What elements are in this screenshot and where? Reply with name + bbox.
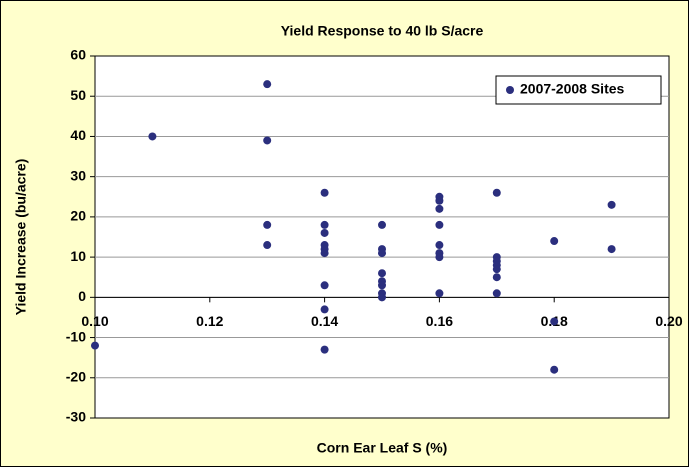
point [320,228,329,237]
point [378,281,386,290]
point [320,281,329,290]
y-tick-label: 50 [70,87,86,103]
point [378,249,386,258]
x-tick-label: 0.16 [426,313,453,329]
x-axis-label: Corn Ear Leaf S (%) [317,440,448,456]
x-tick-label: 0.12 [196,313,223,329]
y-tick-label: -10 [66,328,86,344]
legend-marker [506,86,514,94]
y-tick-label: 20 [70,208,86,224]
point [435,196,444,205]
point [492,265,501,274]
point [378,220,386,229]
plot-area [94,55,670,419]
y-tick-label: 30 [70,167,86,183]
point [320,305,329,314]
x-tick-label: 0.10 [81,313,108,329]
y-tick-label: -30 [66,409,86,425]
point [550,237,559,246]
legend-label: 2007-2008 Sites [520,81,625,97]
point [435,289,444,298]
point [320,188,329,197]
point [492,273,501,282]
point [148,132,157,141]
point [263,241,272,250]
point [492,289,501,298]
y-tick-label: -20 [66,368,86,384]
y-tick-label: 10 [70,248,86,264]
point [378,269,386,278]
point [91,341,99,350]
point [435,253,444,262]
y-tick-label: 40 [70,127,86,143]
point [435,241,444,250]
point [263,136,272,145]
point [550,365,559,374]
y-axis-label: Yield Increase (bu/acre) [13,159,29,316]
point [263,220,272,229]
legend-box [495,75,662,105]
y-tick-label: 60 [70,47,86,63]
x-tick-label: 0.14 [311,313,338,329]
point [378,293,386,302]
point [607,200,616,209]
point [435,204,444,213]
y-tick-label: 0 [78,288,86,304]
point [320,220,329,229]
point [492,188,501,197]
point [263,80,272,89]
point [607,245,616,254]
x-tick-label: 0.20 [655,313,682,329]
point [435,220,444,229]
point [320,249,329,258]
point [550,317,559,326]
point [320,345,329,354]
chart-title: Yield Response to 40 lb S/acre [281,23,484,39]
